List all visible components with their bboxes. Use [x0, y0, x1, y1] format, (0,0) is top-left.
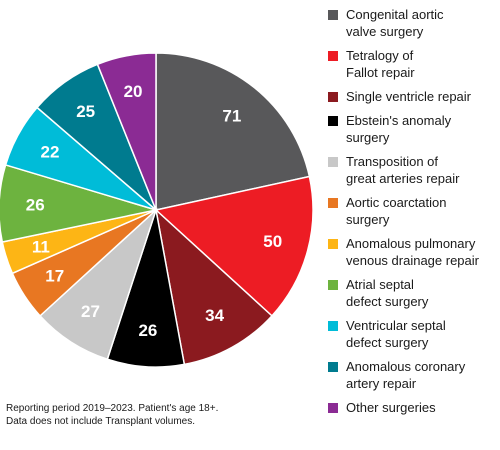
slice-value-label-9: 25	[76, 102, 95, 121]
slice-value-label-0: 71	[222, 106, 241, 125]
legend-swatch-2	[328, 92, 338, 102]
legend-item-2: Single ventricle repair	[328, 88, 498, 105]
legend-swatch-5	[328, 198, 338, 208]
legend-swatch-8	[328, 321, 338, 331]
footnote: Reporting period 2019–2023. Patient's ag…	[6, 402, 306, 428]
legend-swatch-1	[328, 51, 338, 61]
legend-swatch-0	[328, 10, 338, 20]
pie-chart: 71 50 34 26 27 17 11 26 22 25 20	[0, 52, 314, 368]
legend-label-9: Anomalous coronary artery repair	[346, 359, 466, 391]
legend-label-10: Other surgeries	[346, 400, 436, 415]
legend-item-0: Congenital aortic valve surgery	[328, 6, 498, 40]
slice-value-label-2: 34	[205, 306, 224, 325]
footnote-line-2: Data does not include Transplant volumes…	[6, 416, 195, 427]
legend-item-3: Ebstein's anomaly surgery	[328, 112, 498, 146]
pie-slice-2	[154, 207, 273, 366]
footnote-line-1: Reporting period 2019–2023. Patient's ag…	[6, 403, 219, 414]
legend-item-10: Other surgeries	[328, 399, 498, 416]
slice-value-label-1: 50	[263, 232, 282, 251]
legend-item-9: Anomalous coronary artery repair	[328, 358, 498, 392]
legend-item-8: Ventricular septal defect surgery	[328, 317, 498, 351]
slice-value-label-6: 11	[32, 237, 50, 256]
legend-item-7: Atrial septal defect surgery	[328, 276, 498, 310]
slice-value-label-10: 20	[124, 82, 143, 101]
legend-item-6: Anomalous pulmonary venous drainage repai…	[328, 235, 498, 269]
legend-swatch-6	[328, 239, 338, 249]
slice-value-label-8: 22	[41, 142, 60, 161]
legend-label-6: Anomalous pulmonary venous drainage repai…	[346, 236, 479, 268]
legend-label-5: Aortic coarctation surgery	[346, 195, 447, 227]
pie-slice-1	[154, 175, 314, 317]
pie-slice-0	[155, 52, 311, 211]
slice-value-label-5: 17	[45, 267, 64, 286]
legend-label-1: Tetralogy of Fallot repair	[346, 48, 415, 80]
legend-item-4: Transposition of great arteries repair	[328, 153, 498, 187]
slice-value-label-3: 26	[138, 321, 157, 340]
slice-value-label-4: 27	[81, 302, 100, 321]
legend-swatch-3	[328, 116, 338, 126]
legend-swatch-9	[328, 362, 338, 372]
legend-swatch-10	[328, 403, 338, 413]
legend-item-1: Tetralogy of Fallot repair	[328, 47, 498, 81]
chart-legend: Congenital aortic valve surgery Tetralogy …	[328, 6, 498, 423]
legend-label-8: Ventricular septal defect surgery	[346, 318, 446, 350]
legend-label-4: Transposition of great arteries repair	[346, 154, 460, 186]
slice-value-label-7: 26	[26, 195, 45, 214]
legend-label-3: Ebstein's anomaly surgery	[346, 113, 452, 145]
legend-label-0: Congenital aortic valve surgery	[346, 7, 444, 39]
legend-swatch-7	[328, 280, 338, 290]
legend-label-2: Single ventricle repair	[346, 89, 472, 104]
legend-label-7: Atrial septal defect surgery	[346, 277, 429, 309]
legend-swatch-4	[328, 157, 338, 167]
legend-item-5: Aortic coarctation surgery	[328, 194, 498, 228]
pie-slice-10	[96, 52, 157, 211]
